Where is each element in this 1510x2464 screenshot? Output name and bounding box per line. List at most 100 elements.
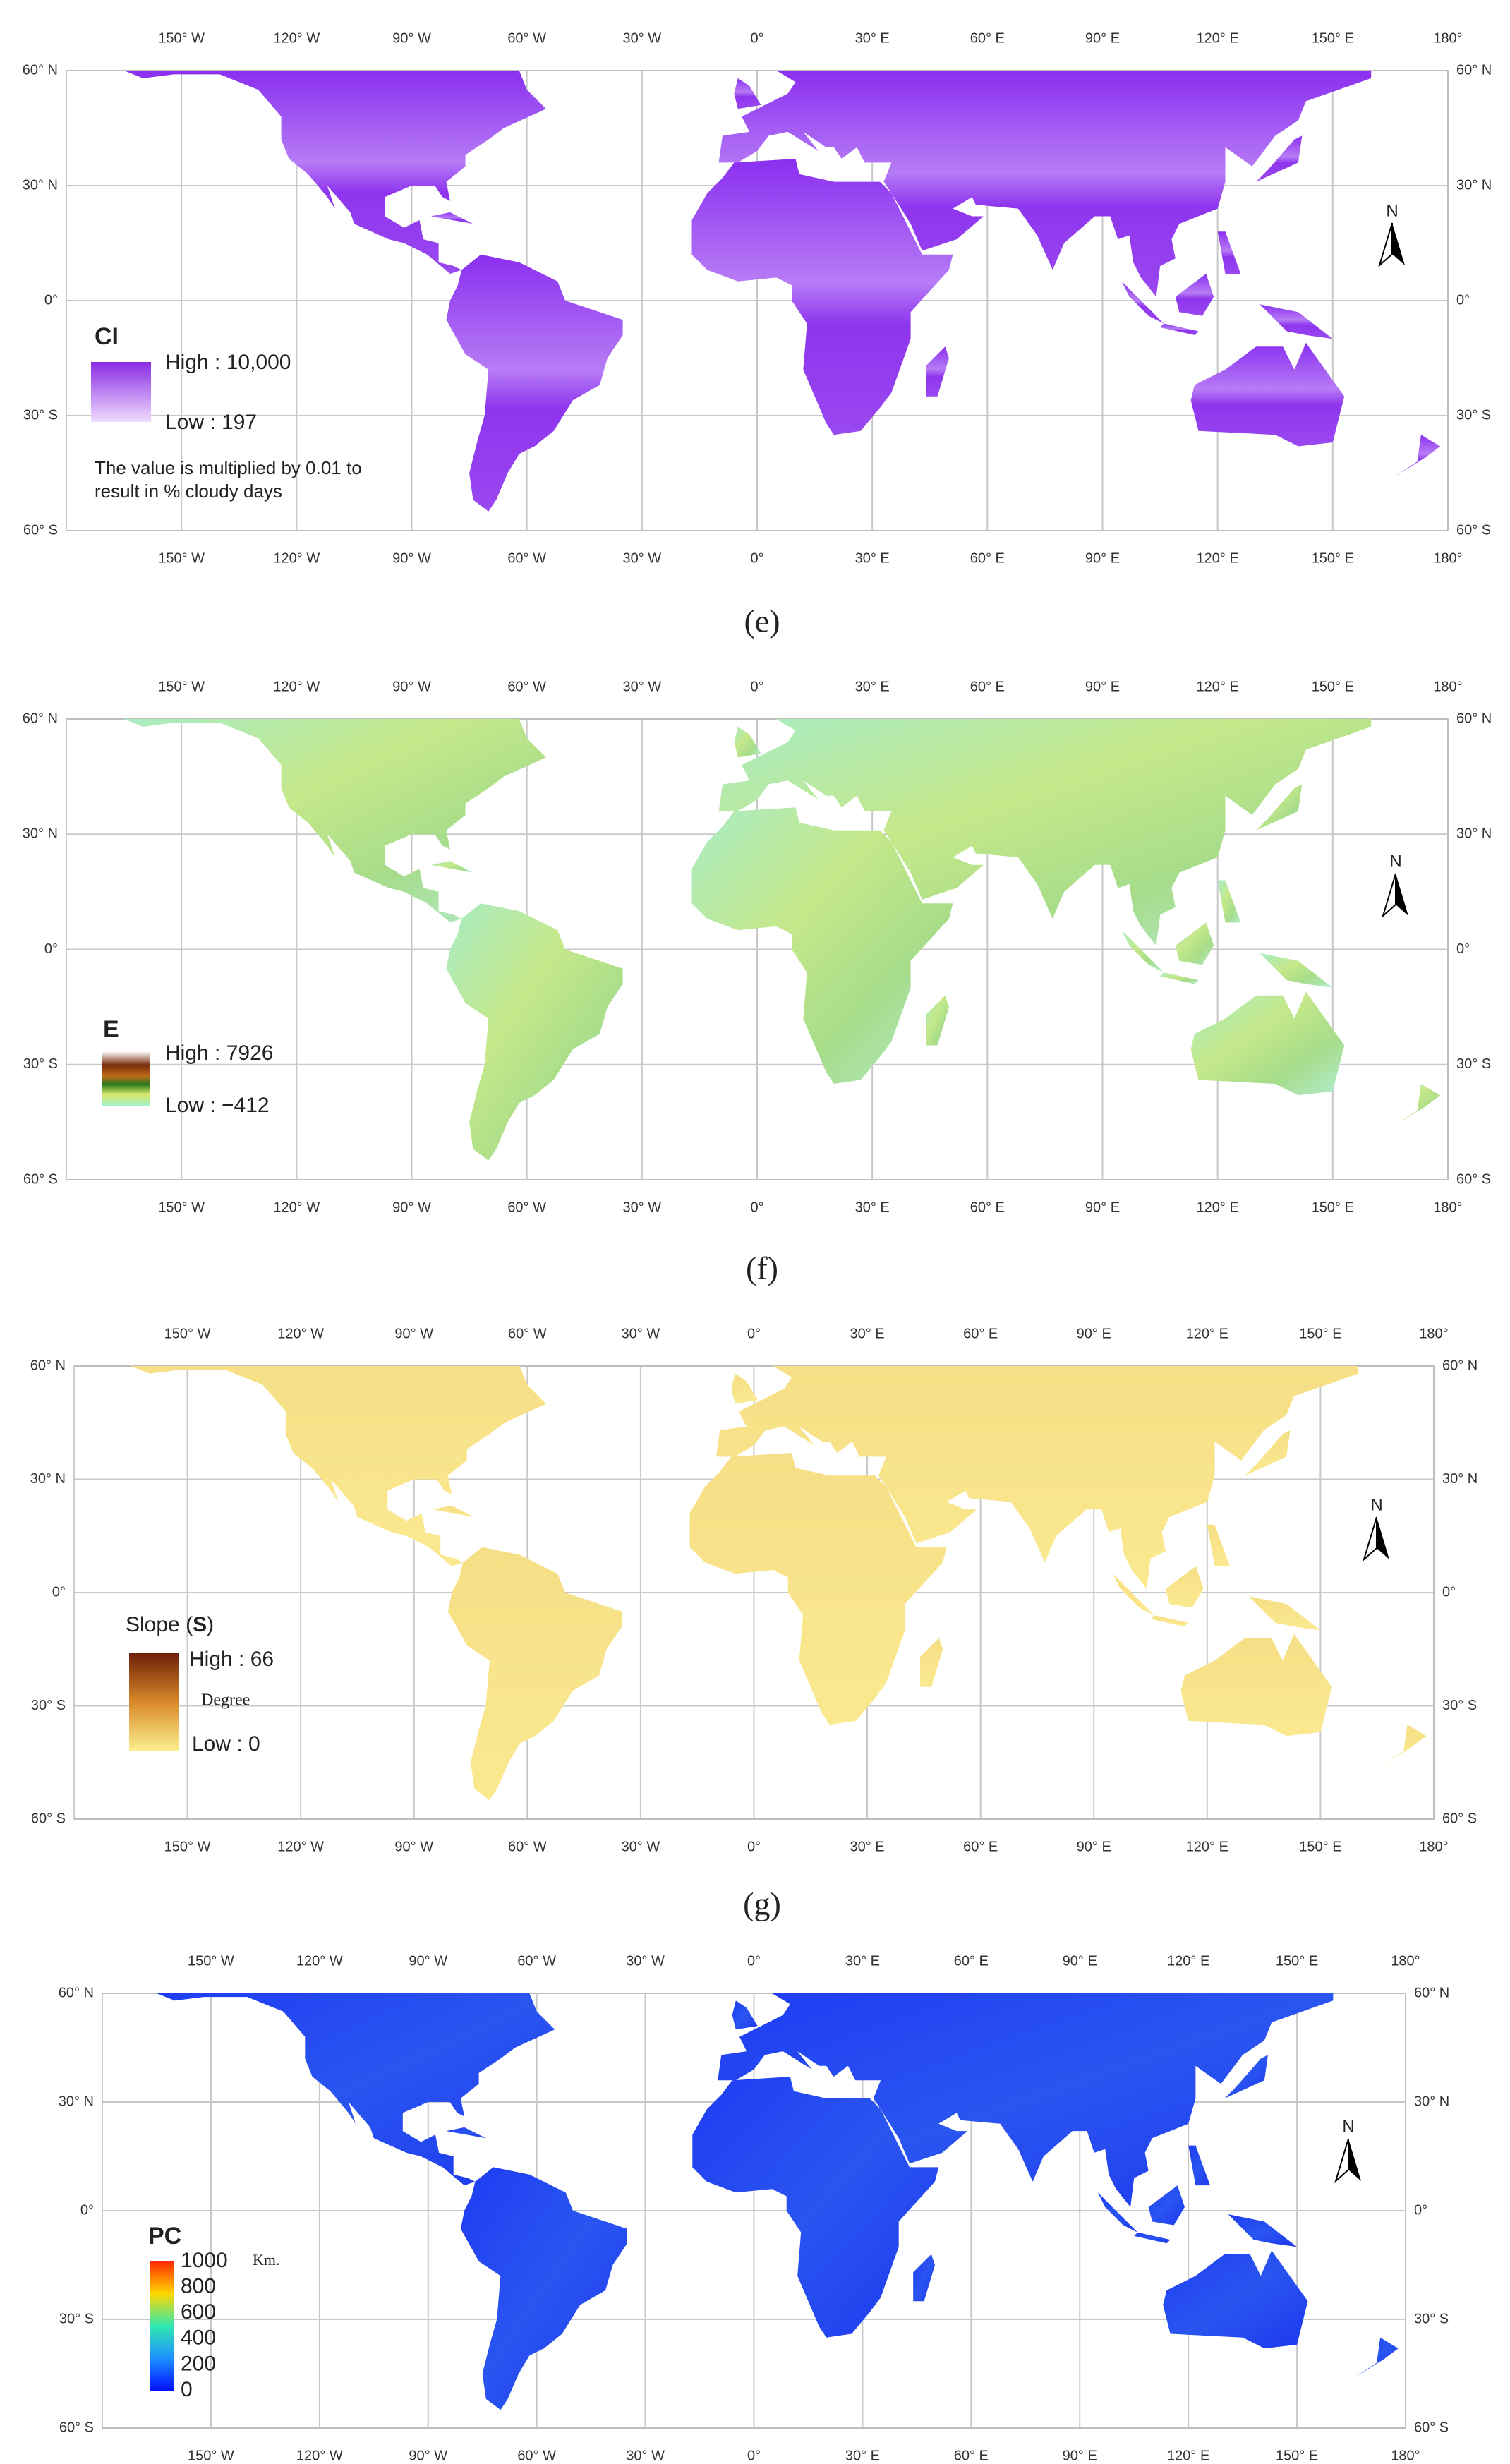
- legend-scale-label: 400: [181, 2326, 216, 2350]
- legend-ramp: [129, 1653, 179, 1751]
- lon-label-top: 150° W: [158, 30, 205, 46]
- lon-label-top: 30° W: [622, 679, 661, 694]
- landmass: [691, 159, 953, 435]
- legend-unit: Degree: [201, 1691, 250, 1710]
- north-arrow-fill: [1377, 1517, 1389, 1559]
- lon-label-top: 90° E: [1077, 1326, 1111, 1341]
- lon-label-bottom: 0°: [750, 550, 763, 566]
- lon-label-top: 0°: [747, 1326, 761, 1341]
- legend-ramp: [150, 2261, 174, 2391]
- lat-label-left: 60° S: [31, 1811, 66, 1826]
- lon-label-top: 150° W: [164, 1326, 211, 1341]
- lon-label-bottom: 30° W: [626, 2448, 665, 2463]
- lon-label-top: 30° W: [626, 1953, 665, 1969]
- landmass: [1113, 1574, 1154, 1616]
- legend-ramp: [91, 362, 151, 422]
- lon-label-bottom: 60° E: [954, 2448, 989, 2463]
- lon-label-top: 60° W: [508, 1326, 547, 1341]
- lat-label-right: 60° S: [1456, 522, 1491, 538]
- landmasses: [112, 71, 1441, 512]
- legend-scale-label: 200: [181, 2352, 216, 2375]
- landmass: [1260, 304, 1333, 339]
- legend-scale-label: 600: [181, 2300, 216, 2324]
- lon-label-bottom: 150° W: [164, 1839, 211, 1854]
- lon-label-top: 120° W: [277, 1326, 324, 1341]
- landmass: [1224, 2055, 1268, 2098]
- lon-label-top: 120° W: [273, 679, 320, 694]
- lon-label-top: 30° E: [855, 679, 890, 694]
- legend-low: Low : −412: [165, 1094, 270, 1117]
- lon-label-bottom: 120° W: [277, 1839, 324, 1854]
- panel-caption: (e): [744, 603, 780, 639]
- lon-label-top: 120° E: [1197, 30, 1239, 46]
- legend-high: High : 10,000: [165, 351, 291, 374]
- landmass: [689, 1453, 947, 1725]
- lon-label-bottom: 150° W: [188, 2448, 234, 2463]
- lat-label-left: 30° S: [23, 1056, 58, 1072]
- landmass: [1166, 1566, 1204, 1608]
- lat-label-right: 60° S: [1442, 1811, 1477, 1826]
- legend-scale-label: 800: [181, 2275, 216, 2298]
- lon-label-top: 150° E: [1312, 30, 1354, 46]
- lon-label-bottom: 30° W: [622, 550, 661, 566]
- lon-label-top: 120° E: [1186, 1326, 1228, 1341]
- landmass: [1355, 2337, 1399, 2378]
- lon-label-bottom: 0°: [747, 1839, 761, 1854]
- landmass: [1160, 323, 1199, 335]
- lon-label-top: 90° W: [409, 1953, 447, 1969]
- lon-label-top: 30° E: [850, 1326, 885, 1341]
- map-frame: [66, 718, 1449, 1180]
- lon-label-top: 150° E: [1312, 679, 1354, 694]
- lon-label-bottom: 150° E: [1299, 1839, 1341, 1854]
- lon-label-bottom: 120° E: [1167, 2448, 1209, 2463]
- map-frame: [66, 70, 1449, 531]
- lon-label-bottom: 90° W: [409, 2448, 447, 2463]
- landmass: [1163, 2250, 1308, 2349]
- lon-label-bottom: 180°: [1433, 550, 1462, 566]
- lat-label-left: 60° N: [30, 1358, 66, 1373]
- landmass: [1228, 2214, 1298, 2247]
- lat-label-left: 60° S: [23, 522, 58, 538]
- map-panel: 150° W 150° W 120° W 120° W 90° W 90° W 60° W 6…: [23, 30, 1492, 639]
- map-frame: [73, 1365, 1434, 1820]
- lon-label-bottom: 30° W: [622, 1839, 660, 1854]
- north-arrow: [1378, 222, 1393, 268]
- lon-label-top: 30° E: [845, 1953, 880, 1969]
- lon-label-top: 60° W: [507, 30, 546, 46]
- lon-label-bottom: 120° W: [296, 2448, 343, 2463]
- lat-label-right: 30° N: [1456, 826, 1492, 842]
- lat-label-left: 0°: [44, 941, 58, 957]
- lon-label-bottom: 90° W: [392, 1200, 431, 1215]
- lat-label-left: 0°: [44, 292, 58, 308]
- lon-label-bottom: 90° E: [1085, 1200, 1120, 1215]
- landmass: [1180, 1633, 1332, 1737]
- lat-label-right: 0°: [1456, 292, 1470, 308]
- lon-label-bottom: 90° E: [1085, 550, 1120, 566]
- lon-label-top: 120° W: [273, 30, 320, 46]
- lat-label-right: 60° S: [1456, 1171, 1491, 1187]
- lon-label-top: 120° E: [1167, 1953, 1209, 1969]
- lon-label-top: 90° W: [392, 679, 431, 694]
- lon-label-bottom: 150° W: [158, 550, 205, 566]
- landmass: [734, 726, 761, 758]
- lon-label-top: 60° E: [954, 1953, 989, 1969]
- lon-label-bottom: 120° W: [273, 550, 320, 566]
- landmass: [112, 71, 546, 274]
- lon-label-top: 120° W: [296, 1953, 343, 1969]
- lon-label-top: 90° W: [394, 1326, 433, 1341]
- lat-label-right: 30° S: [1442, 1698, 1477, 1713]
- landmass: [1381, 1725, 1427, 1767]
- landmass: [691, 807, 953, 1084]
- landmass: [718, 719, 1372, 946]
- lat-label-left: 0°: [52, 1584, 66, 1600]
- lon-label-top: 150° W: [188, 1953, 234, 1969]
- landmass: [1121, 281, 1164, 324]
- lon-label-top: 30° W: [622, 30, 661, 46]
- landmass: [734, 78, 761, 109]
- lon-label-bottom: 60° W: [507, 550, 546, 566]
- landmass: [1175, 922, 1214, 965]
- legend-high: High : 66: [189, 1648, 274, 1671]
- lon-label-bottom: 30° E: [850, 1839, 885, 1854]
- lon-label-bottom: 120° E: [1186, 1839, 1228, 1854]
